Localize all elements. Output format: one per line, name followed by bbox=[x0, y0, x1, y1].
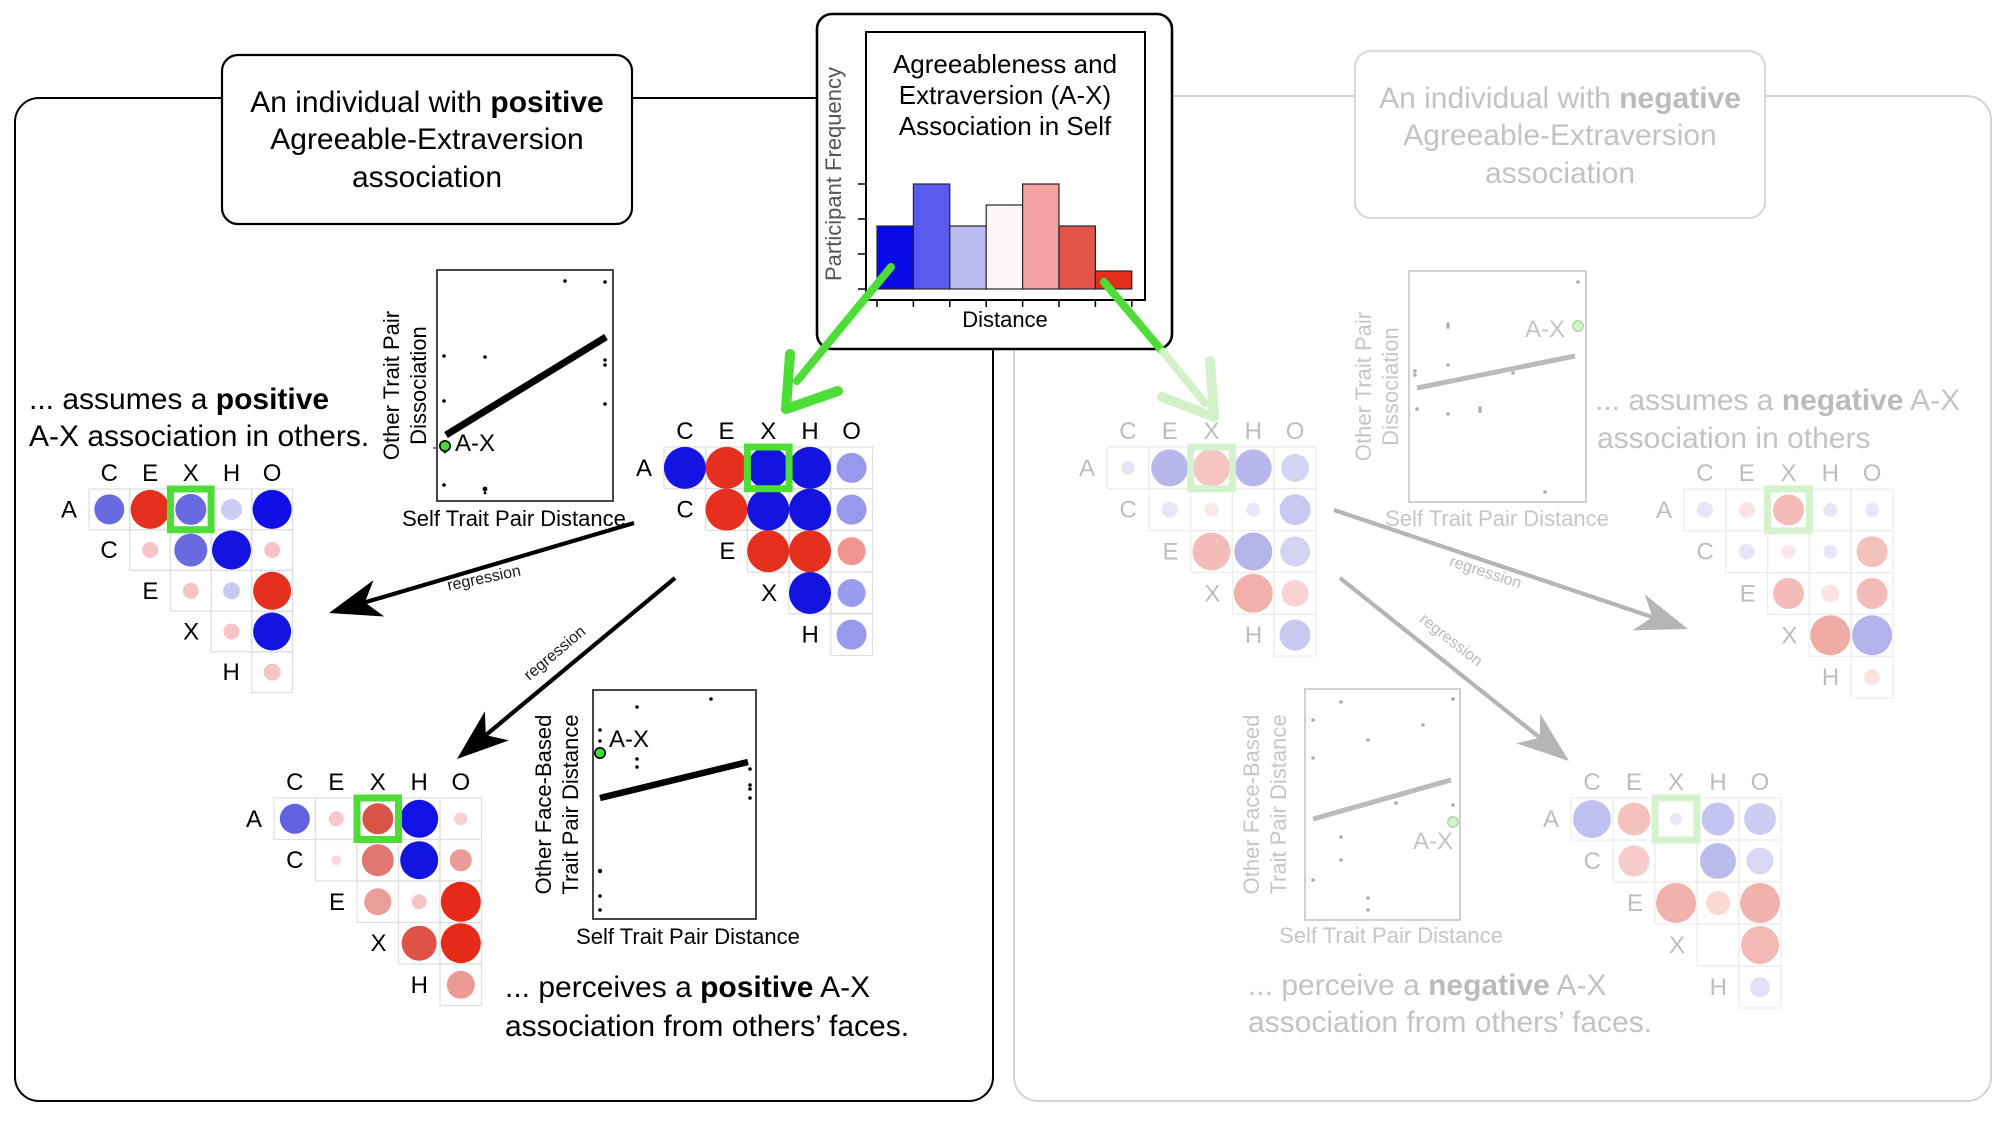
svg-text:X: X bbox=[1780, 460, 1796, 487]
svg-text:E: E bbox=[1626, 769, 1642, 796]
svg-text:O: O bbox=[1751, 769, 1770, 796]
svg-text:O: O bbox=[1286, 418, 1305, 445]
svg-text:H: H bbox=[411, 769, 428, 796]
svg-text:E: E bbox=[142, 460, 158, 487]
svg-text:C: C bbox=[1696, 539, 1713, 566]
svg-text:X: X bbox=[370, 930, 386, 957]
svg-text:O: O bbox=[451, 769, 470, 796]
svg-text:H: H bbox=[1710, 974, 1727, 1001]
svg-text:A: A bbox=[246, 806, 262, 833]
svg-text:Agreeableness and: Agreeableness and bbox=[893, 49, 1117, 79]
svg-text:A-X association in others.: A-X association in others. bbox=[29, 420, 369, 453]
svg-text:E: E bbox=[1627, 890, 1643, 917]
svg-text:A-X: A-X bbox=[455, 430, 495, 457]
svg-text:X: X bbox=[1204, 580, 1220, 607]
svg-text:Agreeable-Extraversion: Agreeable-Extraversion bbox=[270, 123, 584, 156]
svg-text:E: E bbox=[718, 418, 734, 445]
svg-text:... assumes a negative A-X: ... assumes a negative A-X bbox=[1595, 384, 1960, 417]
svg-text:X: X bbox=[1668, 769, 1684, 796]
svg-text:C: C bbox=[286, 847, 303, 874]
svg-text:C: C bbox=[1584, 848, 1601, 875]
svg-text:A: A bbox=[1656, 497, 1672, 524]
svg-text:Other Trait Pair: Other Trait Pair bbox=[379, 311, 404, 460]
svg-text:A: A bbox=[61, 496, 77, 523]
svg-text:H: H bbox=[801, 418, 818, 445]
svg-text:E: E bbox=[1739, 460, 1755, 487]
svg-text:C: C bbox=[676, 497, 693, 524]
svg-text:Self Trait Pair Distance: Self Trait Pair Distance bbox=[1279, 923, 1503, 948]
svg-text:E: E bbox=[1162, 418, 1178, 445]
svg-text:association: association bbox=[352, 161, 502, 194]
svg-text:Extraversion (A-X): Extraversion (A-X) bbox=[899, 80, 1111, 110]
svg-text:X: X bbox=[183, 619, 199, 646]
svg-text:association from others’ faces: association from others’ faces. bbox=[505, 1010, 909, 1043]
svg-text:Association in Self: Association in Self bbox=[899, 111, 1112, 141]
svg-text:H: H bbox=[1245, 622, 1262, 649]
svg-text:A-X: A-X bbox=[1413, 828, 1453, 855]
svg-text:E: E bbox=[142, 578, 158, 605]
svg-text:C: C bbox=[1583, 769, 1600, 796]
svg-text:X: X bbox=[370, 769, 386, 796]
svg-text:... perceive a negative A-X: ... perceive a negative A-X bbox=[1248, 969, 1607, 1002]
svg-text:A-X: A-X bbox=[1525, 316, 1565, 343]
svg-text:X: X bbox=[760, 418, 776, 445]
svg-text:Other Face-Based: Other Face-Based bbox=[1239, 715, 1264, 895]
svg-text:H: H bbox=[1245, 418, 1262, 445]
svg-text:C: C bbox=[286, 769, 303, 796]
svg-text:Dissociation: Dissociation bbox=[1378, 327, 1403, 446]
svg-text:Self Trait Pair Distance: Self Trait Pair Distance bbox=[1385, 506, 1609, 531]
svg-text:E: E bbox=[329, 889, 345, 916]
svg-text:H: H bbox=[223, 460, 240, 487]
svg-text:C: C bbox=[1119, 497, 1136, 524]
svg-text:association in others: association in others bbox=[1597, 422, 1871, 455]
svg-text:H: H bbox=[1822, 664, 1839, 691]
svg-text:A: A bbox=[1079, 455, 1095, 482]
svg-text:X: X bbox=[183, 460, 199, 487]
svg-text:X: X bbox=[1669, 932, 1685, 959]
svg-text:A: A bbox=[636, 455, 652, 482]
svg-text:X: X bbox=[1781, 622, 1797, 649]
svg-text:Self Trait Pair Distance: Self Trait Pair Distance bbox=[576, 924, 800, 949]
svg-text:E: E bbox=[719, 538, 735, 565]
svg-text:association from others’ faces: association from others’ faces. bbox=[1248, 1006, 1652, 1039]
svg-text:X: X bbox=[761, 580, 777, 607]
svg-text:X: X bbox=[1203, 418, 1219, 445]
svg-text:H: H bbox=[222, 659, 239, 686]
svg-text:A-X: A-X bbox=[609, 726, 649, 753]
svg-text:Participant Frequency: Participant Frequency bbox=[821, 67, 846, 281]
svg-text:E: E bbox=[1163, 539, 1179, 566]
svg-text:C: C bbox=[101, 460, 118, 487]
svg-text:An individual with positive: An individual with positive bbox=[250, 86, 604, 119]
svg-text:C: C bbox=[1696, 460, 1713, 487]
svg-text:H: H bbox=[1822, 460, 1839, 487]
svg-text:C: C bbox=[1119, 418, 1136, 445]
svg-text:... perceives a positive A-X: ... perceives a positive A-X bbox=[505, 971, 870, 1004]
svg-text:O: O bbox=[263, 460, 282, 487]
svg-text:H: H bbox=[1709, 769, 1726, 796]
svg-text:Trait Pair Distance: Trait Pair Distance bbox=[558, 714, 583, 894]
svg-text:Other Trait Pair: Other Trait Pair bbox=[1351, 312, 1376, 461]
svg-text:Self Trait Pair Distance: Self Trait Pair Distance bbox=[402, 506, 626, 531]
svg-text:E: E bbox=[1740, 581, 1756, 608]
svg-text:O: O bbox=[1863, 460, 1882, 487]
svg-text:H: H bbox=[801, 622, 818, 649]
svg-text:C: C bbox=[676, 418, 693, 445]
svg-text:... assumes a positive: ... assumes a positive bbox=[29, 383, 329, 416]
svg-text:Trait Pair Distance: Trait Pair Distance bbox=[1266, 714, 1291, 894]
svg-text:An individual with negative: An individual with negative bbox=[1379, 82, 1741, 115]
svg-text:O: O bbox=[842, 418, 861, 445]
svg-text:H: H bbox=[411, 972, 428, 999]
svg-text:Dissociation: Dissociation bbox=[406, 326, 431, 445]
svg-text:Distance: Distance bbox=[962, 307, 1048, 332]
svg-text:Agreeable-Extraversion: Agreeable-Extraversion bbox=[1403, 119, 1717, 152]
svg-text:C: C bbox=[100, 537, 117, 564]
svg-text:A: A bbox=[1543, 806, 1559, 833]
svg-text:Other Face-Based: Other Face-Based bbox=[531, 715, 556, 895]
svg-text:association: association bbox=[1485, 157, 1635, 190]
svg-text:E: E bbox=[328, 769, 344, 796]
